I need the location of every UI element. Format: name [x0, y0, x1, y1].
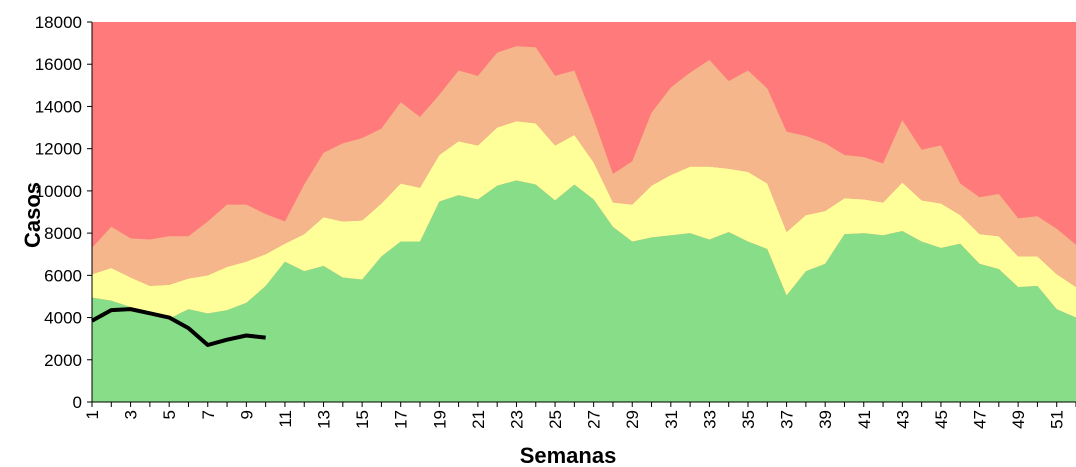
area — [92, 46, 1076, 287]
x-tick-label: 19 — [430, 410, 449, 429]
x-tick-label: 31 — [662, 410, 681, 429]
x-tick-label: 17 — [392, 410, 411, 429]
x-tick-label: 47 — [971, 410, 990, 429]
x-tick-label: 21 — [469, 410, 488, 429]
x-axis-title: Semanas — [520, 443, 617, 467]
x-tick-label: 43 — [893, 410, 912, 429]
x-tick-label: 23 — [507, 410, 526, 429]
x-tick-label: 35 — [739, 410, 758, 429]
y-tick-label: 14000 — [35, 97, 82, 116]
y-tick-label: 2000 — [44, 351, 82, 370]
x-tick-label: 37 — [778, 410, 797, 429]
y-tick-label: 18000 — [35, 13, 82, 32]
x-tick-label: 15 — [353, 410, 372, 429]
x-tick-label: 11 — [276, 410, 295, 428]
area — [92, 121, 1076, 319]
x-tick-label: 25 — [546, 410, 565, 429]
y-tick-label: 4000 — [44, 309, 82, 328]
x-tick-label: 1 — [83, 410, 102, 419]
plot-area — [91, 22, 1076, 402]
x-tick-label: 7 — [199, 410, 218, 419]
x-tick-label: 13 — [315, 410, 334, 429]
x-tick-label: 49 — [1009, 410, 1028, 429]
y-tick-label: 10000 — [35, 182, 82, 201]
line — [91, 307, 266, 347]
y-tick-label: 12000 — [35, 140, 82, 159]
x-tick-label: 27 — [585, 410, 604, 429]
y-tick-label: 6000 — [44, 266, 82, 285]
x-tick-label: 9 — [237, 410, 256, 419]
x-tick-label: 41 — [855, 410, 874, 429]
area — [92, 180, 1076, 402]
x-tick-label: 3 — [122, 410, 141, 419]
x-tick-label: 5 — [160, 410, 179, 419]
y-axis-title: Casos — [20, 182, 45, 248]
x-tick-label: 39 — [816, 410, 835, 429]
y-tick-label: 8000 — [44, 224, 82, 243]
y-tick-label: 16000 — [35, 55, 82, 74]
x-tick-label: 51 — [1048, 410, 1067, 429]
x-tick-label: 33 — [700, 410, 719, 429]
y-tick-label: 0 — [73, 393, 82, 412]
x-tick-label: 29 — [623, 410, 642, 429]
x-tick-label: 45 — [932, 410, 951, 429]
